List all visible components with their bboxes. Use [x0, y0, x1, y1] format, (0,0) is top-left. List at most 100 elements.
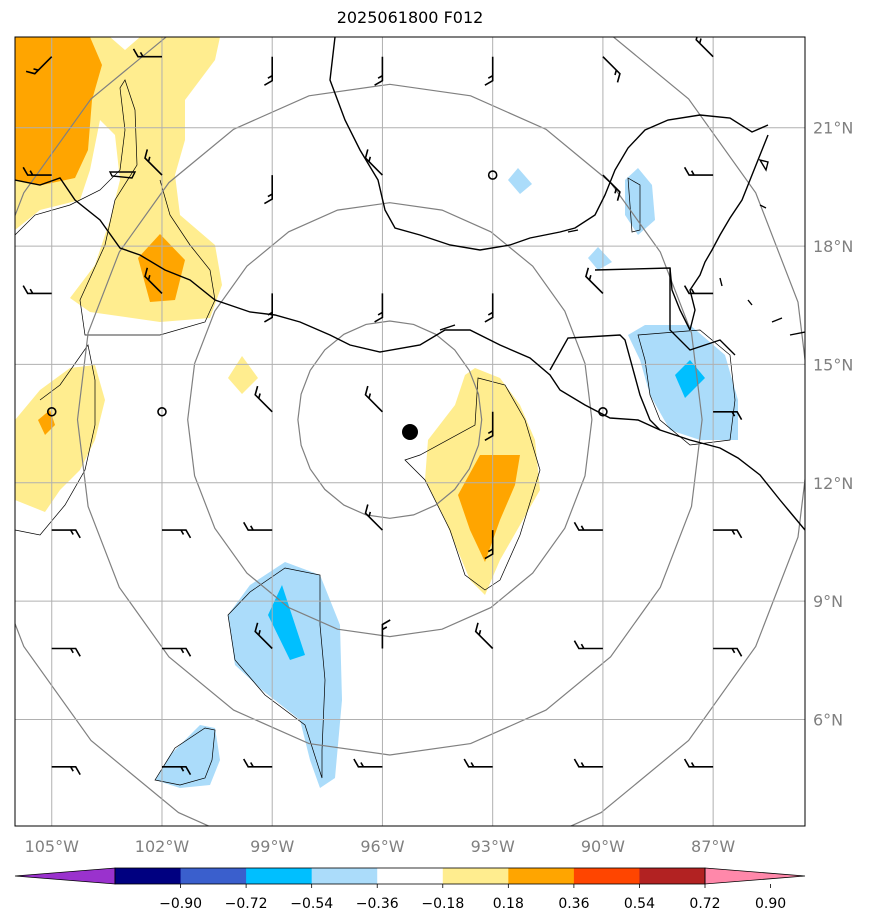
wind-barb: [254, 622, 273, 650]
negative-core-east: [675, 360, 705, 398]
wind-barb: [51, 766, 81, 775]
wind-barb: [713, 411, 743, 420]
border-guatemala: [594, 267, 691, 331]
wind-barb: [51, 529, 81, 539]
wind-barb: [484, 411, 494, 441]
wind-barb: [585, 267, 604, 294]
wind-barb: [162, 529, 192, 539]
wind-barb: [364, 504, 383, 531]
wind-barb-calm: [598, 406, 608, 417]
wind-barb: [162, 766, 192, 775]
latitude-tick-label: 6°N: [813, 710, 843, 729]
positive-region-west: [15, 365, 105, 512]
longitude-tick-label: 99°W: [250, 837, 294, 856]
wind-barb: [144, 149, 163, 176]
contour-line: [15, 79, 216, 336]
range-ring: [76, 83, 703, 756]
colorbar-segment: [377, 868, 444, 884]
colorbar-tick-label: −0.72: [225, 896, 268, 912]
colorbar-segment: [311, 868, 378, 884]
map-frame: [14, 36, 806, 827]
colorbar-segment: [180, 868, 247, 884]
wind-barb: [264, 293, 273, 323]
wind-barb: [573, 640, 603, 650]
wind-barb: [162, 647, 192, 657]
colorbar-segment: [115, 868, 182, 884]
wind-barb: [695, 37, 714, 58]
coastline-gulf: [329, 37, 769, 251]
contour-line: [15, 344, 96, 536]
wind-barb: [264, 56, 273, 86]
wind-barb: [364, 149, 383, 176]
wind-barbs: [22, 37, 743, 775]
longitude-tick-label: 93°W: [471, 837, 515, 856]
border-south: [549, 334, 661, 431]
wind-barb: [474, 622, 494, 650]
longitude-tick-label: 102°W: [135, 837, 190, 856]
latitude-tick-label: 21°N: [813, 119, 853, 138]
colorbar-labels: −0.90 −0.72 −0.54 −0.36 −0.18 0.18 0.36 0.54 0.7…: [159, 896, 786, 912]
longitude-tick-label: 90°W: [581, 837, 625, 856]
wind-barb: [484, 293, 494, 323]
wind-barb: [25, 56, 53, 75]
wind-barb-calm: [46, 406, 57, 417]
range-ring: [187, 202, 593, 638]
wind-barb: [713, 647, 743, 657]
wind-barb-calm: [487, 170, 498, 180]
latitude-labels: 21°N 18°N 15°N 12°N 9°N 6°N: [813, 119, 853, 730]
latitude-tick-label: 9°N: [813, 592, 843, 611]
longitude-tick-label: 96°W: [360, 837, 404, 856]
wind-barb: [573, 758, 603, 768]
range-ring: [297, 320, 483, 519]
positive-region-small: [228, 356, 258, 394]
colorbar-extend-low: [14, 867, 116, 885]
latitude-tick-label: 18°N: [813, 237, 853, 256]
coastlines-borders: [15, 37, 805, 531]
wind-barb: [683, 166, 714, 176]
wind-barb: [602, 174, 621, 201]
contour-outlines: [15, 79, 736, 786]
longitude-labels: 105°W 102°W 99°W 96°W 93°W 90°W 87°W: [25, 837, 736, 856]
wind-barb: [132, 48, 162, 58]
colorbar-outline: [114, 867, 706, 885]
wind-barb: [683, 285, 714, 295]
contour-line: [404, 377, 541, 591]
wind-barb: [51, 647, 81, 657]
wind-barb: [22, 285, 52, 295]
longitude-tick-label: 105°W: [25, 837, 80, 856]
colorbar-tick-label: −0.54: [290, 896, 333, 912]
wind-barb: [254, 385, 273, 413]
wind-barb: [22, 166, 52, 176]
colorbar-segment: [639, 868, 706, 884]
shaded-fields: [15, 37, 738, 788]
colorbar-tick-label: −0.90: [159, 896, 202, 912]
longitude-tick-label: 87°W: [691, 837, 735, 856]
coastline-small-islands: [439, 204, 767, 331]
wind-barb: [683, 758, 714, 768]
coastline-cuba: [758, 158, 769, 172]
latitude-tick-label: 15°N: [813, 355, 853, 374]
wind-barb: [264, 175, 273, 205]
contour-line: [227, 567, 326, 779]
positive-core-center: [458, 455, 520, 562]
range-ring: [15, 37, 805, 826]
colorbar: [14, 867, 806, 888]
colorbar-tick-label: 0.90: [755, 896, 786, 912]
wind-barb: [374, 56, 384, 86]
colorbar-tick-label: 0.18: [493, 896, 524, 912]
contour-line: [637, 329, 736, 446]
wind-barb: [484, 530, 494, 560]
colorbar-segment: [573, 868, 640, 884]
negative-core-south: [268, 585, 305, 660]
contour-line: [627, 177, 641, 233]
wind-barb: [364, 385, 383, 413]
colorbar-segment: [246, 868, 313, 884]
colorbar-tick-label: 0.54: [624, 896, 655, 912]
colorbar-tick-label: −0.18: [421, 896, 464, 912]
coastline-belize-islands: [719, 277, 805, 336]
wind-barb: [713, 529, 743, 539]
wind-barb: [573, 521, 603, 531]
map-title: 2025061800 F012: [336, 8, 484, 27]
colorbar-segment: [508, 868, 575, 884]
